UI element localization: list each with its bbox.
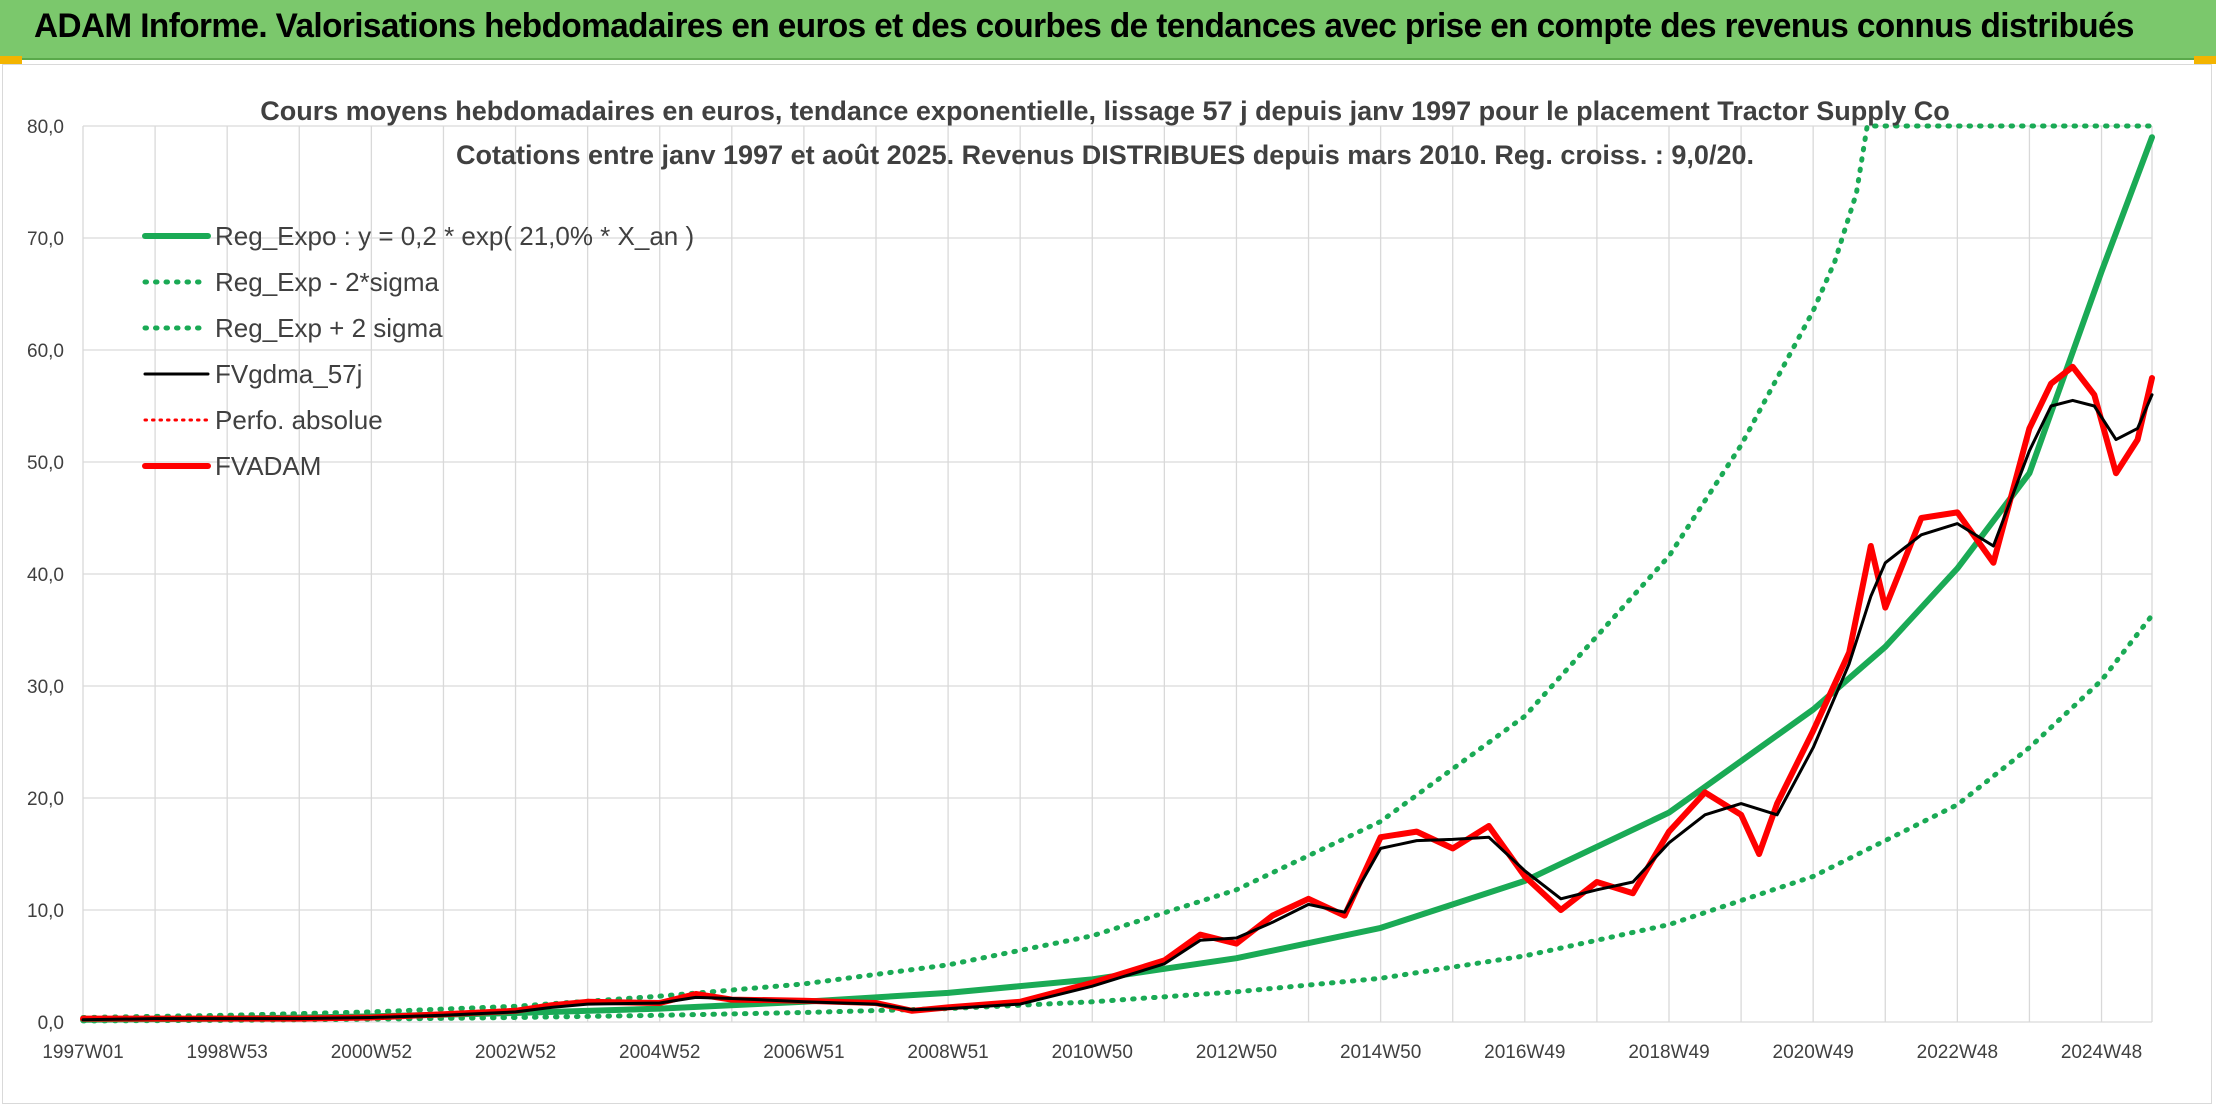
fvadam-line [80, 363, 2155, 1022]
x-axis: 1997W01 1998W53 2000W52 2002W52 2004W52 2006W… [42, 1042, 2142, 1063]
x-tick-label: 2000W52 [331, 1042, 412, 1063]
y-tick-label: 30,0 [27, 677, 64, 698]
y-tick-label: 50,0 [27, 453, 64, 474]
y-tick-label: 0,0 [38, 1013, 64, 1034]
report-title: ADAM Informe. Valorisations hebdomadaire… [34, 7, 2134, 45]
gdma-line [81, 393, 2154, 1022]
x-tick-label: 2010W50 [1052, 1042, 1133, 1063]
x-tick-label: 2022W48 [1917, 1042, 1998, 1063]
lower-band-line [80, 612, 2155, 1024]
chart-title-line-1: Cours moyens hebdomadaires en euros, ten… [260, 96, 1950, 126]
legend: Reg_Expo : y = 0,2 * exp( 21,0% * X_an )… [142, 221, 694, 481]
legend-label: FVgdma_57j [215, 359, 362, 389]
x-tick-label: 2016W49 [1484, 1042, 1565, 1063]
y-tick-label: 70,0 [27, 229, 64, 250]
left-corner-mark [0, 56, 22, 64]
legend-label: FVADAM [215, 451, 321, 481]
chart-title: Cours moyens hebdomadaires en euros, ten… [260, 96, 1950, 170]
x-tick-label: 2014W50 [1340, 1042, 1421, 1063]
y-tick-label: 80,0 [27, 117, 64, 138]
legend-label: Reg_Expo : y = 0,2 * exp( 21,0% * X_an ) [215, 221, 694, 251]
chart-frame [2, 64, 2212, 1104]
y-tick-label: 40,0 [27, 565, 64, 586]
x-tick-label: 2004W52 [619, 1042, 700, 1063]
y-tick-label: 10,0 [27, 901, 64, 922]
legend-label: Reg_Exp + 2 sigma [215, 313, 443, 343]
x-tick-label: 2012W50 [1196, 1042, 1277, 1063]
report-header: ADAM Informe. Valorisations hebdomadaire… [0, 0, 2216, 60]
x-tick-label: 1998W53 [187, 1042, 268, 1063]
legend-label: Reg_Exp - 2*sigma [215, 267, 440, 297]
x-tick-label: 2002W52 [475, 1042, 556, 1063]
y-tick-label: 60,0 [27, 341, 64, 362]
right-corner-mark [2194, 56, 2216, 64]
x-tick-label: 1997W01 [42, 1042, 123, 1063]
series [80, 123, 2155, 1024]
chart-title-line-2: Cotations entre janv 1997 et août 2025. … [456, 140, 1754, 170]
upper-band-line [80, 123, 2155, 1020]
x-tick-label: 2018W49 [1628, 1042, 1709, 1063]
y-tick-label: 20,0 [27, 789, 64, 810]
y-axis: 0,0 10,0 20,0 30,0 40,0 50,0 60,0 70,0 80,0 [27, 117, 64, 1034]
x-tick-label: 2024W48 [2061, 1042, 2142, 1063]
x-tick-label: 2008W51 [907, 1042, 988, 1063]
x-tick-label: 2020W49 [1773, 1042, 1854, 1063]
x-tick-label: 2006W51 [763, 1042, 844, 1063]
grid [82, 125, 2153, 1023]
legend-label: Perfo. absolue [215, 405, 383, 435]
